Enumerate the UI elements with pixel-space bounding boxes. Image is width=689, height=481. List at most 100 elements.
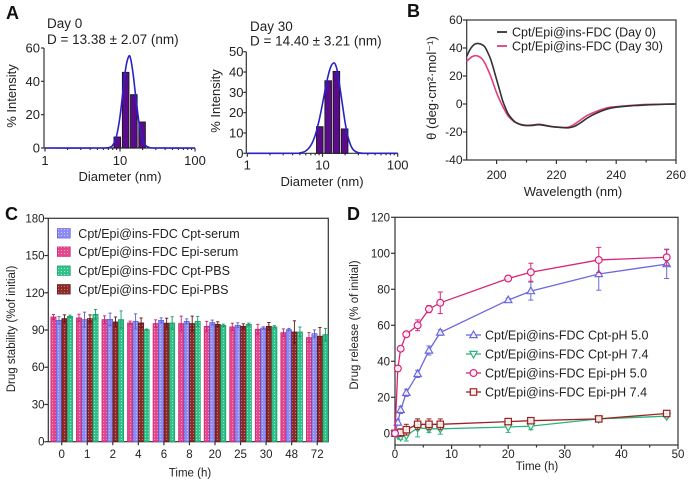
y-tick-label: 100 [371, 248, 390, 260]
error-bar [287, 327, 291, 332]
release-series-3 [391, 409, 671, 438]
y-tick-label: 20 [377, 392, 390, 404]
circle-marker [504, 274, 513, 283]
x-tick-label: 100 [387, 158, 409, 173]
x-tick-label: 220 [546, 168, 566, 182]
circle-marker [662, 253, 671, 262]
y-tick-label: 0 [38, 437, 44, 449]
circle-marker [393, 364, 402, 373]
circle-marker [402, 330, 411, 339]
stability-bar [291, 331, 298, 443]
stability-bar [271, 326, 278, 443]
stability-bar [317, 335, 323, 443]
error-bar [145, 328, 149, 331]
error-bar [128, 320, 132, 326]
panel-label-c: C [5, 204, 18, 224]
error-bar [108, 312, 112, 326]
error-bar [241, 323, 245, 330]
x-tick-label: 30 [558, 449, 571, 461]
error-bar [230, 322, 234, 332]
error-bar [185, 318, 189, 325]
square-marker [402, 425, 411, 434]
error-bar [77, 313, 81, 323]
stability-bar [178, 323, 185, 443]
stability-bar [61, 318, 68, 443]
stability-bar [189, 323, 196, 443]
stability-bar [101, 319, 108, 443]
legend-item: Cpt/Epi@ins-FDC Epi-PBS [56, 283, 229, 297]
panel-c-stability-chart: 0 30 60 90 120 150 180 0 1 2 4 6 8 20 25 30 48 72 Cpt/Epi@… [6, 213, 329, 480]
y-tick-label: 0 [456, 97, 463, 111]
error-bar [216, 321, 220, 328]
stability-bar [112, 321, 119, 443]
legend-swatch [56, 246, 71, 257]
stability-bar [240, 325, 247, 443]
error-bar [139, 317, 143, 329]
x-tick-label: 10 [445, 449, 458, 461]
stability-bar [254, 328, 261, 443]
stability-bar [203, 325, 210, 443]
x-axis-title: Diameter (nm) [78, 169, 161, 184]
error-bar [272, 325, 276, 329]
legend-square-marker [469, 388, 478, 396]
legend-item: Cpt/Epi@ins-FDC Cpt-pH 5.0 [466, 329, 648, 343]
legend-triangle-up-marker [468, 329, 479, 339]
circle-marker [526, 268, 535, 277]
stability-bar [234, 324, 241, 443]
x-tick-label: 1 [244, 158, 251, 173]
y-tick-label: 60 [32, 362, 45, 374]
x-tick-label: 100 [184, 153, 206, 168]
error-bar [312, 329, 317, 338]
legend-label: Cpt/Epi@ins-FDC (Day 30) [512, 40, 663, 54]
circle-marker [424, 305, 433, 314]
error-bar [298, 326, 302, 338]
legend-item: Cpt/Epi@ins-FDC Epi-pH 7.4 [466, 386, 647, 400]
x-axis-title: Time (h) [169, 468, 212, 480]
error-bar [267, 322, 271, 331]
chart-title: Day 0 [47, 16, 82, 31]
stability-bar [107, 318, 113, 443]
legend-label: Cpt/Epi@ins-FDC Epi-pH 5.0 [485, 367, 647, 381]
y-tick-label: 60 [26, 41, 40, 56]
stability-bar [50, 316, 57, 443]
triangle-up-marker [395, 404, 406, 414]
x-tick-label: 10 [113, 153, 127, 168]
x-tick-label: 50 [672, 449, 685, 461]
y-tick-label: 20 [26, 107, 40, 122]
error-bar [190, 315, 194, 332]
x-axis-title: Wavelength (nm) [524, 184, 623, 199]
stability-bar [55, 319, 62, 443]
y-tick-label: 60 [377, 320, 390, 332]
y-axis-title: θ (deg·cm²·mol⁻¹) [424, 36, 439, 140]
stability-bar [214, 323, 221, 443]
legend-item: Cpt/Epi@ins-FDC (Day 30) [497, 40, 663, 54]
error-bar [281, 328, 285, 337]
error-bar [62, 314, 67, 323]
circle-marker [396, 344, 405, 353]
y-tick-label: 40 [26, 74, 40, 89]
panel-a-day0-chart: 0 20 40 60 1 10 100 Day 0D = 13.38 ± 2.07 (nm) D… [4, 16, 206, 184]
plot-frame [466, 19, 677, 161]
triangle-up-marker [526, 285, 536, 295]
y-tick-label: 60 [449, 13, 463, 27]
x-tick-label: 0 [392, 449, 398, 461]
stability-bar [260, 327, 267, 443]
stability-bar [163, 322, 170, 443]
square-marker [413, 420, 422, 429]
fit-curve [44, 54, 196, 149]
y-tick-label: 0 [384, 428, 390, 440]
stability-bar [183, 320, 190, 443]
x-axis-title: Diameter (nm) [280, 174, 363, 189]
stability-bar [296, 331, 303, 443]
stability-bar [220, 324, 227, 443]
y-tick-label: 0 [236, 146, 243, 161]
error-bar [159, 317, 163, 324]
panel-label-a: A [6, 3, 19, 23]
triangle-up-marker [412, 368, 423, 378]
legend-circle-marker [469, 369, 478, 378]
stability-bar [265, 325, 272, 443]
y-tick-label: 20 [449, 69, 463, 83]
error-bar [210, 319, 214, 326]
error-bar [113, 316, 118, 328]
